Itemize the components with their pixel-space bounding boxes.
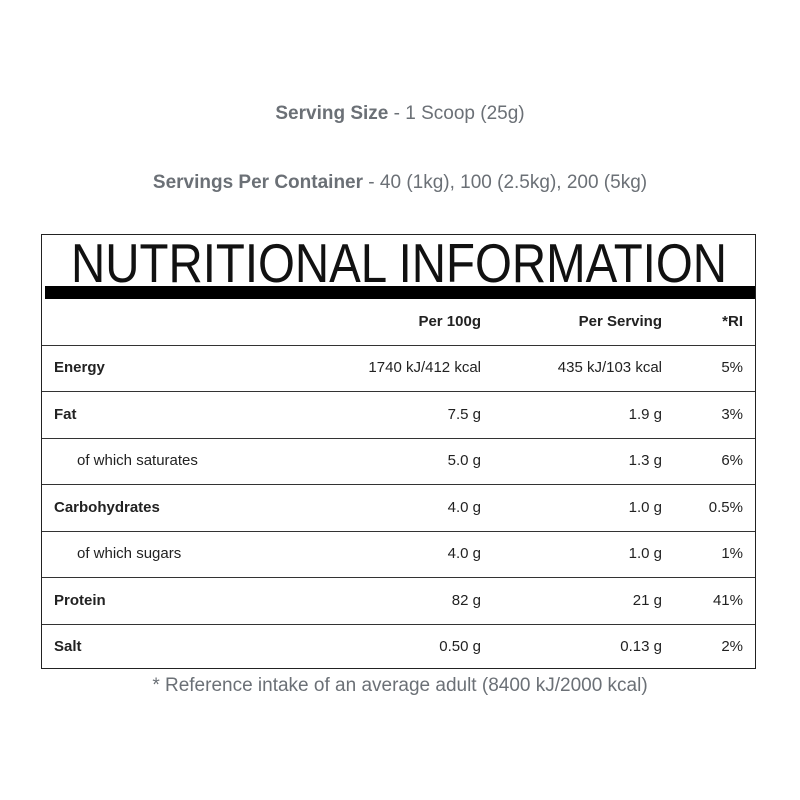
ri-value: 0.5% xyxy=(708,498,743,516)
title-bar xyxy=(45,286,755,299)
ri-value: 5% xyxy=(721,359,743,376)
ri-value: 41% xyxy=(712,591,743,609)
per-100g-value: 0.50 g xyxy=(439,638,481,655)
per-serving-value: 1.0 g xyxy=(628,498,662,516)
per-100g-value: 5.0 g xyxy=(447,452,481,469)
ri-value: 6% xyxy=(721,452,743,469)
servings-per-container-value: - 40 (1kg), 100 (2.5kg), 200 (5kg) xyxy=(363,172,648,193)
panel-title: NUTRITIONAL INFORMATION xyxy=(71,235,727,287)
row-label: Fat xyxy=(54,405,77,423)
row-label: Carbohydrates xyxy=(54,498,160,516)
row-label: of which saturates xyxy=(77,452,198,469)
per-serving-value: 435 kJ/103 kcal xyxy=(557,359,662,376)
row-label: of which sugars xyxy=(77,545,182,562)
per-serving-value: 1.3 g xyxy=(628,452,662,469)
table-row: of which saturates 5.0 g 1.3 g 6% xyxy=(42,438,755,485)
per-100g-value: 1740 kJ/412 kcal xyxy=(368,359,481,376)
nutrition-panel: NUTRITIONAL INFORMATION Per 100g Per Ser… xyxy=(41,234,756,669)
serving-size: Serving Size - 1 Scoop (25g) xyxy=(0,103,800,125)
per-100g-value: 4.0 g xyxy=(447,498,481,516)
header-per-100g: Per 100g xyxy=(418,313,481,330)
per-serving-value: 0.13 g xyxy=(620,638,662,655)
table-row: Fat 7.5 g 1.9 g 3% xyxy=(42,392,755,439)
serving-size-value: - 1 Scoop (25g) xyxy=(388,103,525,124)
row-label: Energy xyxy=(54,359,105,376)
table-row: Energy 1740 kJ/412 kcal 435 kJ/103 kcal 5% xyxy=(42,345,755,392)
ri-value: 1% xyxy=(721,545,743,562)
table-row: of which sugars 4.0 g 1.0 g 1% xyxy=(42,531,755,578)
per-serving-value: 1.0 g xyxy=(628,545,662,562)
per-100g-value: 7.5 g xyxy=(447,405,481,423)
ri-value: 2% xyxy=(721,638,743,655)
header-row: Per 100g Per Serving *RI xyxy=(42,299,755,346)
header-per-serving: Per Serving xyxy=(578,313,662,330)
ri-value: 3% xyxy=(721,405,743,423)
servings-per-container-label: Servings Per Container xyxy=(152,172,364,193)
header-ri: *RI xyxy=(722,313,743,330)
per-serving-value: 21 g xyxy=(632,591,662,609)
table-row: Protein 82 g 21 g 41% xyxy=(42,578,755,625)
table-row: Carbohydrates 4.0 g 1.0 g 0.5% xyxy=(42,485,755,532)
footnote: * Reference intake of an average adult (… xyxy=(152,675,648,696)
table-row: Salt 0.50 g 0.13 g 2% xyxy=(42,624,755,670)
per-100g-value: 4.0 g xyxy=(447,545,481,562)
row-label: Protein xyxy=(54,591,106,609)
per-serving-value: 1.9 g xyxy=(628,405,662,423)
row-label: Salt xyxy=(54,638,82,655)
per-100g-value: 82 g xyxy=(451,591,481,609)
svg-text:NUTRITIONAL INFORMATION: NUTRITIONAL INFORMATION xyxy=(71,235,727,287)
serving-size-label: Serving Size xyxy=(275,103,389,124)
servings-per-container: Servings Per Container - 40 (1kg), 100 (… xyxy=(0,172,800,194)
